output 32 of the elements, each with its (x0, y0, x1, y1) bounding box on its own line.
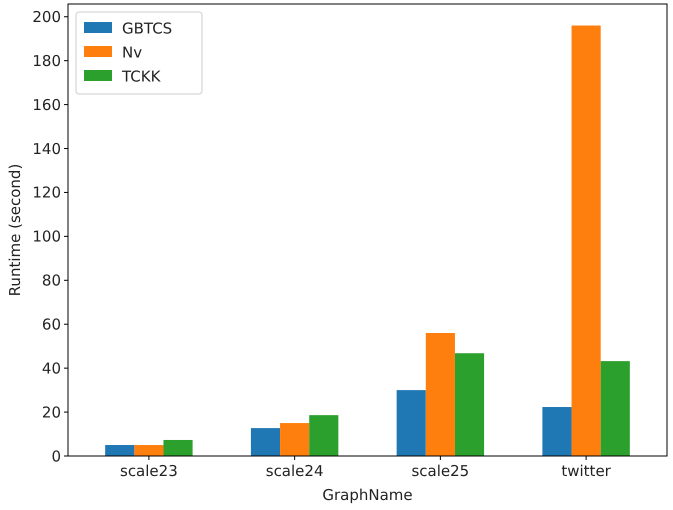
y-tick-label: 40 (42, 359, 61, 378)
y-axis-title: Runtime (second) (6, 164, 24, 296)
y-tick-label: 100 (32, 228, 61, 246)
y-tick-label: 160 (32, 96, 61, 114)
bar (572, 26, 601, 456)
y-tick-label: 60 (42, 315, 61, 334)
y-tick-label: 200 (32, 8, 61, 26)
y-tick-label: 0 (51, 447, 61, 466)
x-tick-label: scale25 (411, 462, 470, 480)
bar (163, 440, 193, 456)
bar (280, 423, 310, 456)
x-axis-title: GraphName (322, 486, 413, 504)
bar (250, 428, 280, 456)
y-tick-label: 80 (42, 272, 61, 290)
bar (600, 361, 630, 456)
bar (309, 415, 338, 456)
y-tick-label: 120 (32, 184, 61, 202)
bar (454, 353, 484, 456)
bar (134, 445, 164, 456)
y-tick-label: 180 (32, 52, 61, 70)
x-tick-label: scale24 (266, 462, 324, 480)
x-tick-label: scale23 (120, 462, 178, 480)
bar (105, 445, 134, 456)
bar (542, 407, 572, 456)
bar (396, 390, 426, 456)
legend-label: TCKK (121, 67, 162, 86)
x-tick-label: twitter (561, 462, 612, 480)
bar (426, 333, 455, 456)
y-tick-label: 20 (42, 403, 61, 422)
legend-label: GBTCS (122, 19, 172, 38)
legend-label: Nv (122, 43, 142, 62)
y-tick-label: 140 (32, 140, 61, 158)
